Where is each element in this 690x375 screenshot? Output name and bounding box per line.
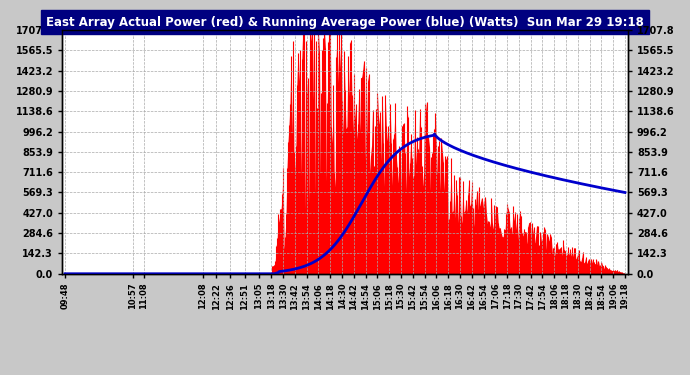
Text: Copyright 2009 Cartronics.com: Copyright 2009 Cartronics.com <box>68 17 209 26</box>
Title: East Array Actual Power (red) & Running Average Power (blue) (Watts)  Sun Mar 29: East Array Actual Power (red) & Running … <box>46 16 644 29</box>
